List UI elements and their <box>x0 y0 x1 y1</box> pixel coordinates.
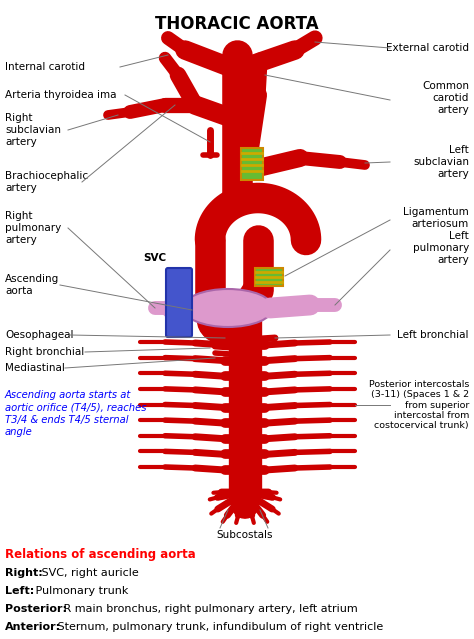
Text: Anterior:: Anterior: <box>5 622 61 632</box>
FancyBboxPatch shape <box>241 148 263 180</box>
Text: External carotid: External carotid <box>386 43 469 53</box>
Text: Internal carotid: Internal carotid <box>5 62 85 72</box>
Text: Common
carotid
artery: Common carotid artery <box>422 81 469 114</box>
Text: Posterior:: Posterior: <box>5 604 67 614</box>
Text: Sternum, pulmonary trunk, infundibulum of right ventricle: Sternum, pulmonary trunk, infundibulum o… <box>55 622 384 632</box>
Text: THORACIC AORTA: THORACIC AORTA <box>155 15 319 33</box>
Text: SVC, right auricle: SVC, right auricle <box>38 568 139 578</box>
Text: Right:: Right: <box>5 568 43 578</box>
Text: Left bronchial: Left bronchial <box>398 330 469 340</box>
Ellipse shape <box>198 296 253 344</box>
Text: Relations of ascending aorta: Relations of ascending aorta <box>5 548 196 561</box>
Text: Subcostals: Subcostals <box>217 530 273 540</box>
Text: Right bronchial: Right bronchial <box>5 347 84 357</box>
FancyBboxPatch shape <box>255 268 283 286</box>
Text: Brachiocephalic
artery: Brachiocephalic artery <box>5 171 88 193</box>
Text: Ligamentum
arteriosum: Ligamentum arteriosum <box>403 207 469 229</box>
Text: Left:: Left: <box>5 586 34 596</box>
Text: Ascending aorta starts at
aortic orifice (T4/5), reaches
T3/4 & ends T4/5 sterna: Ascending aorta starts at aortic orifice… <box>5 390 146 437</box>
Text: Arteria thyroidea ima: Arteria thyroidea ima <box>5 90 117 100</box>
Text: R main bronchus, right pulmonary artery, left atrium: R main bronchus, right pulmonary artery,… <box>60 604 358 614</box>
Text: Left
pulmonary
artery: Left pulmonary artery <box>413 231 469 265</box>
FancyBboxPatch shape <box>166 268 192 337</box>
Text: Posterior intercostals
(3-11) (Spaces 1 & 2
from superior
intercostal from
costo: Posterior intercostals (3-11) (Spaces 1 … <box>369 380 469 430</box>
Text: Mediastinal: Mediastinal <box>5 363 65 373</box>
Text: Left
subclavian
artery: Left subclavian artery <box>413 146 469 178</box>
Text: Right
subclavian
artery: Right subclavian artery <box>5 113 61 146</box>
Ellipse shape <box>183 289 273 327</box>
Text: SVC: SVC <box>144 253 166 263</box>
Text: Right
pulmonary
artery: Right pulmonary artery <box>5 212 61 245</box>
Text: Oesophageal: Oesophageal <box>5 330 73 340</box>
Text: Pulmonary trunk: Pulmonary trunk <box>33 586 129 596</box>
Text: Ascending
aorta: Ascending aorta <box>5 274 59 296</box>
